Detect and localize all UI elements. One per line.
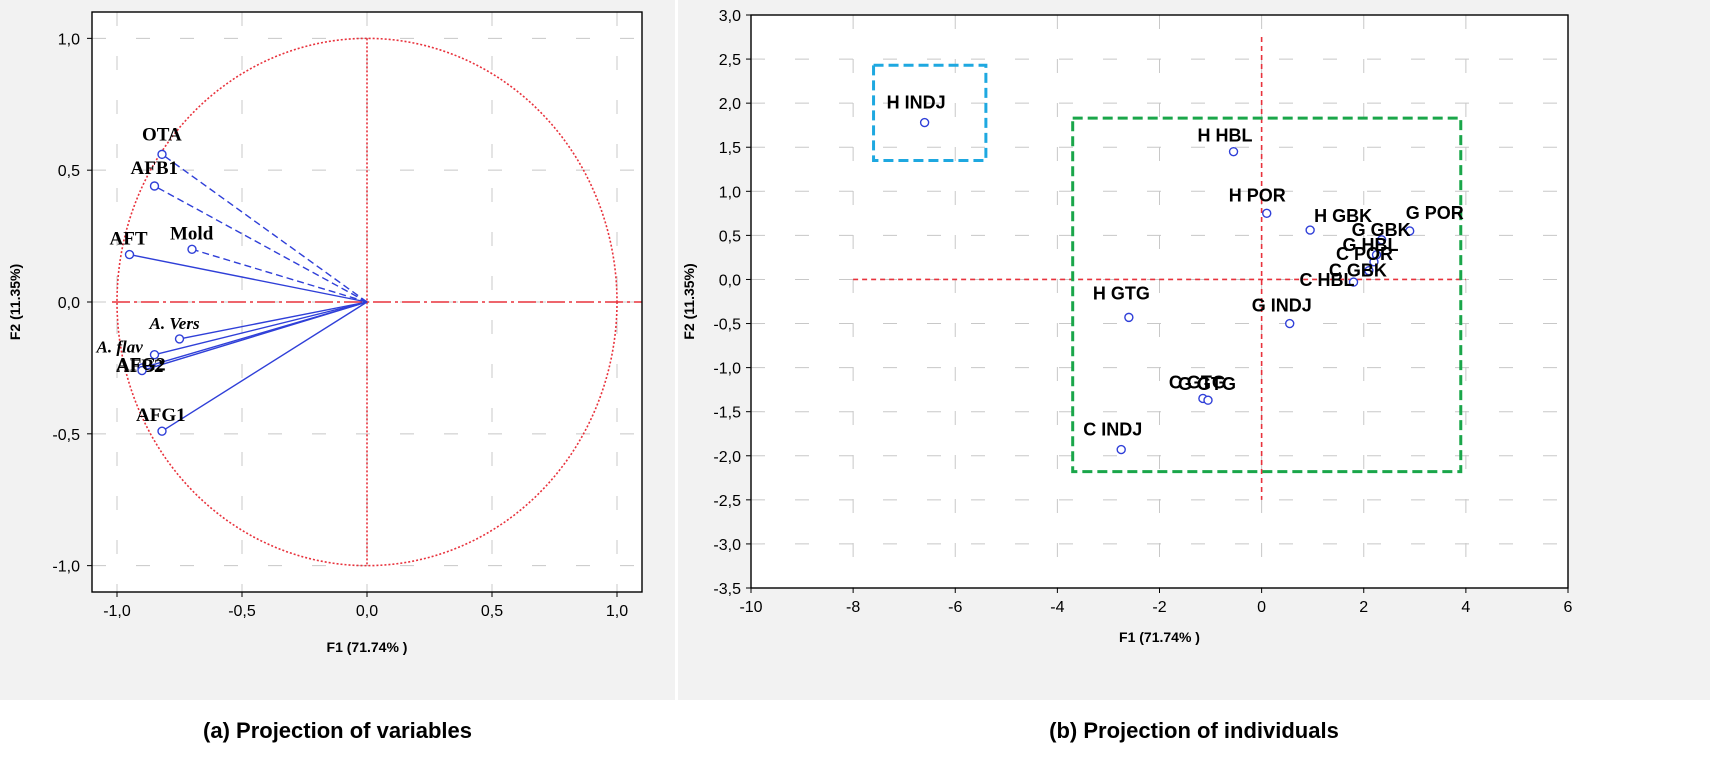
y-tick-label: -0,5 xyxy=(713,317,741,334)
individual-point xyxy=(1262,208,1272,219)
x-tick-label: 4 xyxy=(1461,599,1470,616)
individual-point xyxy=(1376,235,1387,245)
x-tick-label: 0,0 xyxy=(356,603,378,620)
y-tick-label: 0,5 xyxy=(719,228,741,245)
variable-label: AFB2 xyxy=(116,356,164,377)
variable-vector xyxy=(154,301,368,356)
individual-label: G GBK xyxy=(1352,220,1411,240)
variable-label: A. Vers xyxy=(149,314,200,333)
variable-point xyxy=(187,244,197,254)
y-tick-label: -2,0 xyxy=(713,449,741,466)
variable-point xyxy=(149,350,160,360)
individual-point xyxy=(1116,444,1126,455)
green-group-box xyxy=(1071,116,1463,474)
y-tick-label: -1,5 xyxy=(713,405,741,422)
individual-label: H POR xyxy=(1229,185,1286,205)
y-tick-label: 1,5 xyxy=(719,140,741,157)
individual-point xyxy=(1405,226,1415,236)
individual-label: H HBL xyxy=(1198,126,1253,146)
y-tick-label: 0,5 xyxy=(58,163,80,180)
caption-variables: (a) Projection of variables xyxy=(203,718,472,743)
variables-chart-panel: -1,0 -0,5 0,0 0,5 1,0 1,0 0,5 0,0 -0,5 -1,0 F1 (71… xyxy=(0,0,675,769)
individual-label: H GBK xyxy=(1314,206,1372,226)
x-tick-label: 0,5 xyxy=(481,603,503,620)
y-tick-label: 3,0 xyxy=(719,8,741,25)
x-axis-title: F1 (71.74% ) xyxy=(1119,629,1200,645)
variable-point xyxy=(174,334,185,344)
y-tick-label: -3,0 xyxy=(713,537,741,554)
variable-vector xyxy=(191,248,368,303)
individual-label: G POR xyxy=(1406,203,1464,223)
individual-label: G INDJ xyxy=(1252,296,1312,316)
variable-label: AFG2 xyxy=(116,355,166,376)
individual-point xyxy=(919,117,930,128)
x-tick-label: 1,0 xyxy=(606,603,628,620)
variables-chart: -1,0 -0,5 0,0 0,5 1,0 1,0 0,5 0,0 -0,5 -1,0 F1 (71… xyxy=(0,0,675,700)
y-tick-label: 2,0 xyxy=(719,96,741,113)
individuals-chart-panel: -10 -8 -6 -4 -2 0 2 4 6 3,0 2,5 2,0 1,5 1,0 0,5 0,0 -0,5… xyxy=(678,0,1710,769)
x-tick-label: 0 xyxy=(1257,599,1266,616)
variable-point xyxy=(149,181,160,191)
y-tick-label: -1,0 xyxy=(52,559,80,576)
individual-label: H GTG xyxy=(1093,283,1150,303)
individual-point xyxy=(1285,318,1295,329)
individual-point xyxy=(1348,277,1359,287)
x-tick-label: -2 xyxy=(1152,599,1166,616)
caption-individuals: (b) Projection of individuals xyxy=(1049,718,1339,743)
variable-label: AFG1 xyxy=(136,405,186,426)
individual-point xyxy=(1124,312,1134,323)
variable-point xyxy=(137,365,147,376)
variable-point xyxy=(124,249,135,260)
x-tick-label: 6 xyxy=(1564,599,1573,616)
variable-vector xyxy=(161,153,368,303)
individual-point xyxy=(1203,395,1213,405)
individual-point xyxy=(1369,257,1379,267)
individual-point xyxy=(1228,146,1239,157)
individual-point xyxy=(1305,225,1315,235)
x-tick-label: -8 xyxy=(846,599,860,616)
individual-label: C INDJ xyxy=(1083,420,1142,440)
x-tick-label: -4 xyxy=(1050,599,1064,616)
y-axis-title: F2 (11.35%) xyxy=(681,263,697,339)
y-axis-title: F2 (11.35%) xyxy=(7,264,23,340)
variable-point xyxy=(157,426,167,436)
individual-label: C HBL xyxy=(1300,270,1355,290)
variable-label: OTA xyxy=(142,124,182,145)
variable-label: A. flav xyxy=(96,338,144,357)
y-tick-label: 0,0 xyxy=(719,272,741,289)
y-tick-label: 1,0 xyxy=(719,184,741,201)
individual-label: G HBL xyxy=(1343,235,1399,255)
x-axis-title: F1 (71.74% ) xyxy=(327,639,408,655)
y-tick-label: 1,0 xyxy=(58,31,80,48)
variable-vector xyxy=(129,253,368,303)
variable-vector xyxy=(179,301,368,340)
variable-label: AFT xyxy=(110,229,148,250)
variable-label: AFB1 xyxy=(131,158,179,179)
y-tick-label: 0,0 xyxy=(58,295,80,312)
variable-vector xyxy=(161,301,368,432)
individual-label: H INDJ xyxy=(887,93,946,113)
x-tick-label: -6 xyxy=(948,599,962,616)
x-tick-label: 2 xyxy=(1359,599,1368,616)
individual-label: C GTG xyxy=(1169,372,1226,392)
variable-point xyxy=(157,149,167,160)
x-tick-label: -1,0 xyxy=(103,603,131,620)
y-tick-label: -3,5 xyxy=(713,581,741,598)
y-tick-label: -0,5 xyxy=(52,427,80,444)
y-tick-label: -1,0 xyxy=(713,361,741,378)
cyan-group-box xyxy=(872,63,988,162)
variable-label: Mold xyxy=(170,223,214,244)
individual-label: C POR xyxy=(1336,244,1393,264)
variable-vector xyxy=(154,185,368,303)
x-tick-label: -10 xyxy=(739,599,762,616)
y-tick-label: 2,5 xyxy=(719,52,741,69)
individual-label: G GTG xyxy=(1178,374,1236,394)
variable-vector xyxy=(141,301,368,372)
individual-label: C GBK xyxy=(1329,261,1387,281)
x-tick-label: -0,5 xyxy=(228,603,256,620)
individual-point xyxy=(1364,265,1374,276)
individuals-chart: -10 -8 -6 -4 -2 0 2 4 6 3,0 2,5 2,0 1,5 1,0 0,5 0,0 -0,5… xyxy=(678,0,1710,700)
y-tick-label: -2,5 xyxy=(713,493,741,510)
